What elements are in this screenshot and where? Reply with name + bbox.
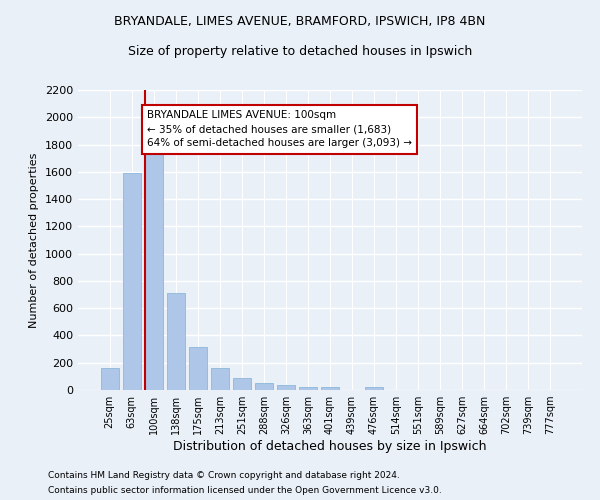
Text: BRYANDALE, LIMES AVENUE, BRAMFORD, IPSWICH, IP8 4BN: BRYANDALE, LIMES AVENUE, BRAMFORD, IPSWI… [115,15,485,28]
Text: Size of property relative to detached houses in Ipswich: Size of property relative to detached ho… [128,45,472,58]
Bar [299,386,317,390]
Bar [101,368,119,390]
Bar [365,388,383,390]
Bar [123,173,140,390]
Bar [167,293,185,390]
X-axis label: Distribution of detached houses by size in Ipswich: Distribution of detached houses by size … [173,440,487,453]
Text: BRYANDALE LIMES AVENUE: 100sqm
← 35% of detached houses are smaller (1,683)
64% : BRYANDALE LIMES AVENUE: 100sqm ← 35% of … [147,110,412,148]
Bar [233,378,251,390]
Text: Contains public sector information licensed under the Open Government Licence v3: Contains public sector information licen… [48,486,442,495]
Bar [145,150,163,390]
Bar [321,388,339,390]
Bar [255,382,273,390]
Bar [211,368,229,390]
Bar [189,347,206,390]
Y-axis label: Number of detached properties: Number of detached properties [29,152,40,328]
Text: Contains HM Land Registry data © Crown copyright and database right 2024.: Contains HM Land Registry data © Crown c… [48,471,400,480]
Bar [277,385,295,390]
